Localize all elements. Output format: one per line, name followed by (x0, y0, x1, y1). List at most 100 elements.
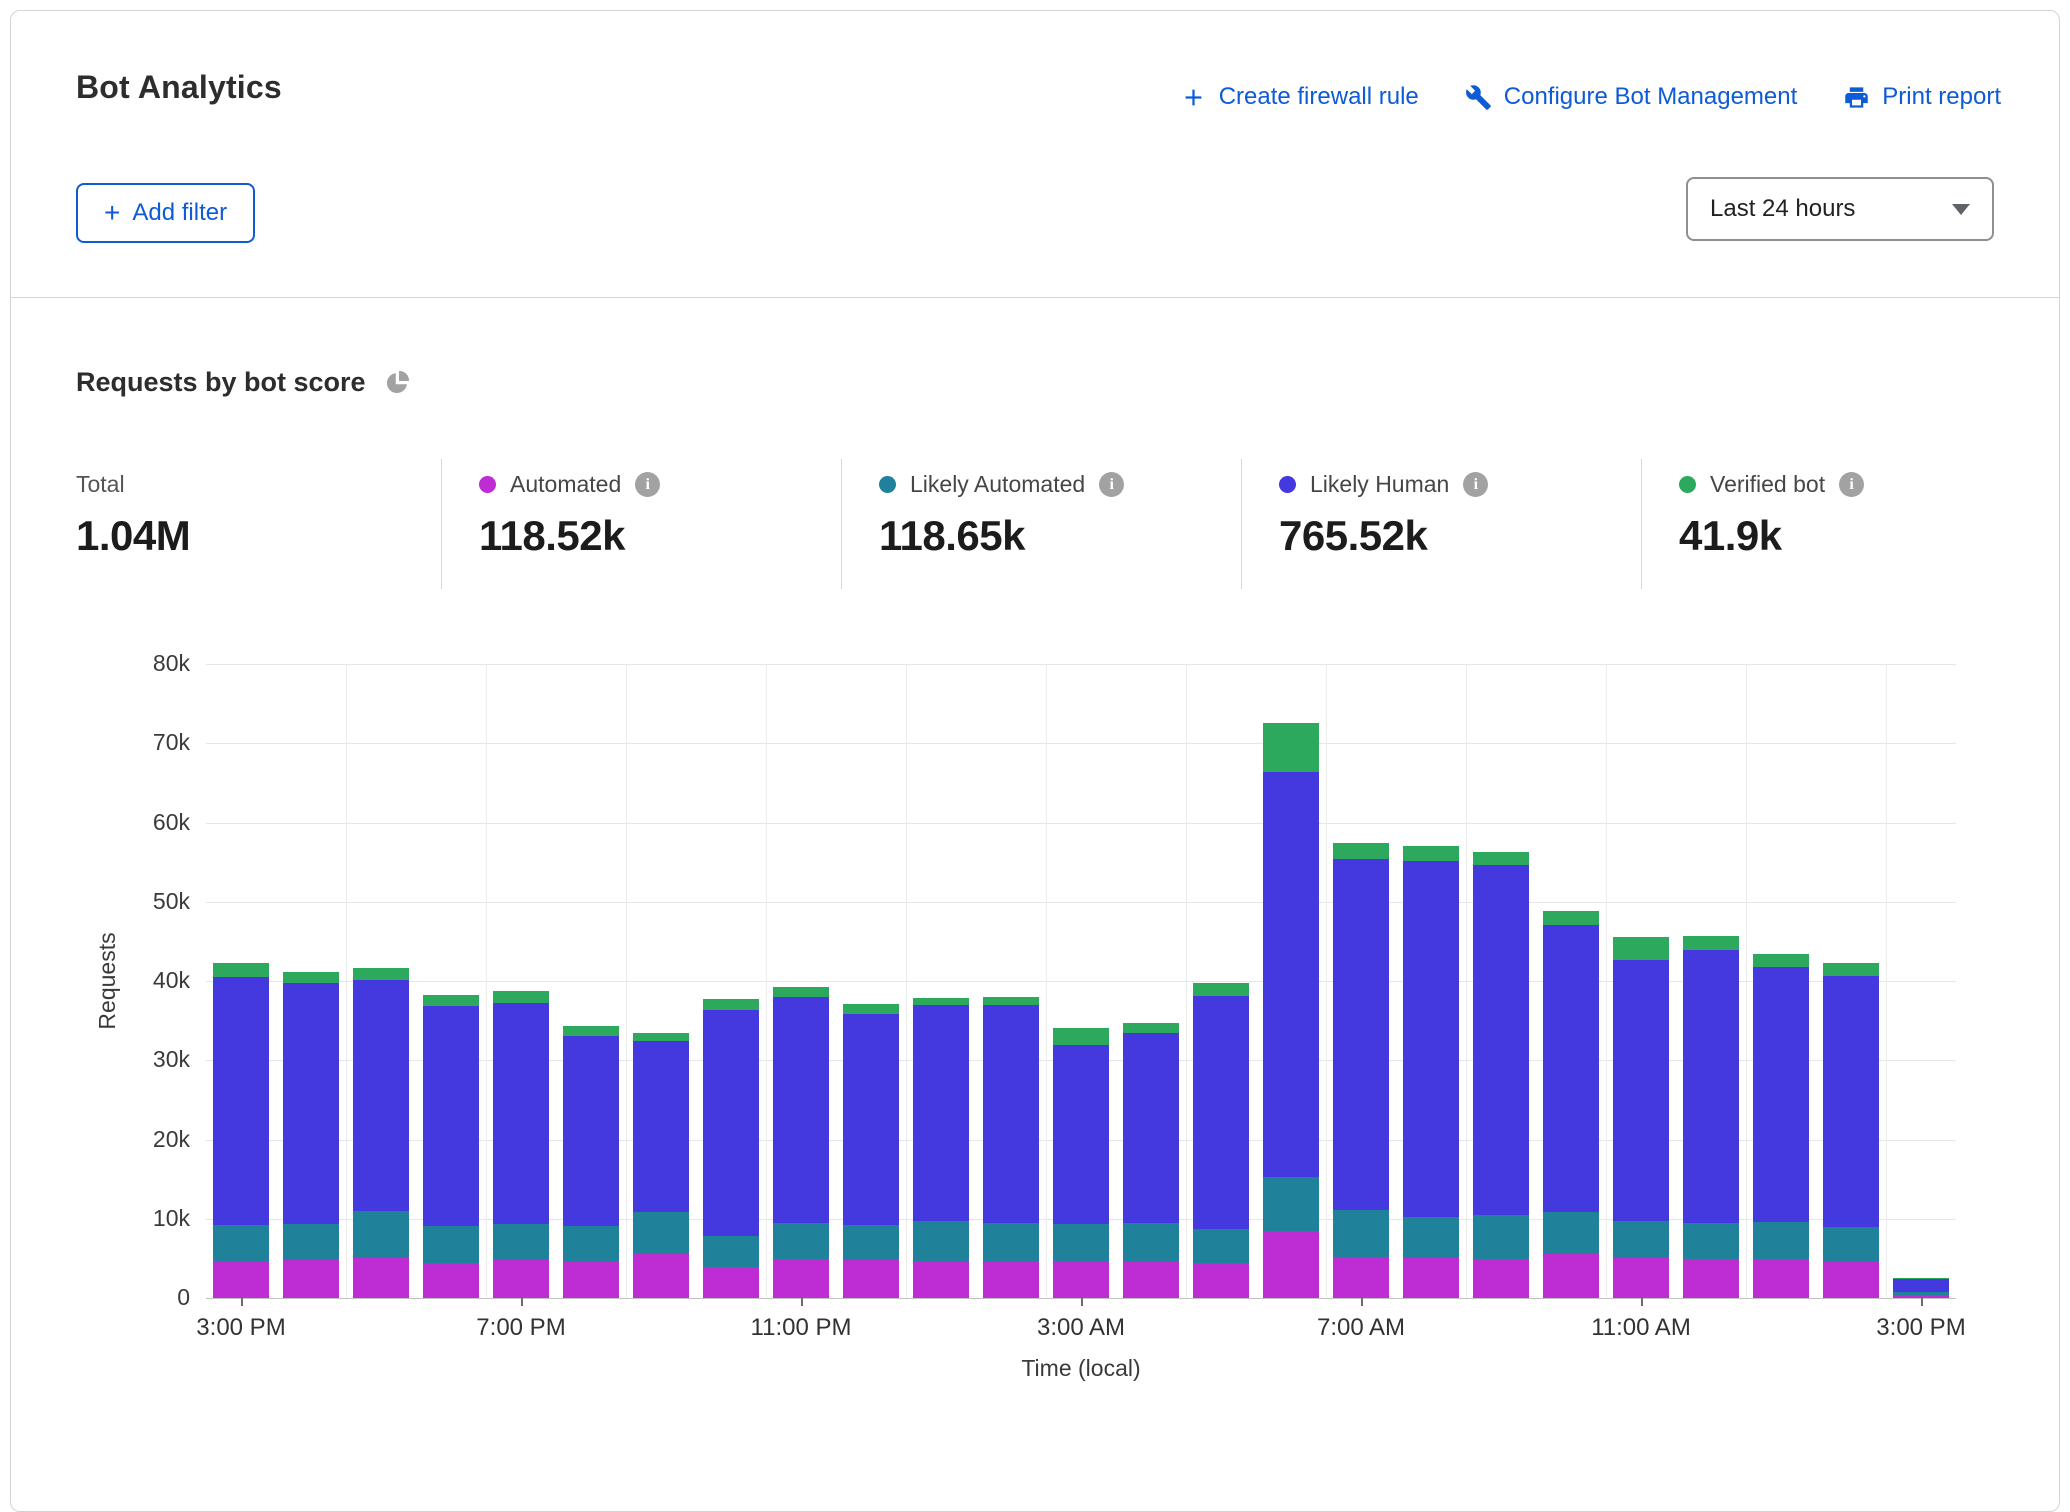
bar-segment-automated (1753, 1259, 1809, 1298)
bar-segment-verified-bot (1403, 846, 1459, 861)
print-report-link[interactable]: Print report (1843, 83, 2001, 111)
stacked-bar-8-00-am[interactable] (1403, 846, 1459, 1299)
bot-analytics-card: Bot Analytics Create firewall rule Confi… (10, 10, 2060, 1512)
bar-segment-likely-human (423, 1006, 479, 1226)
stat-label: Likely Automated (910, 471, 1085, 498)
gridline-vertical (346, 664, 347, 1298)
stacked-bar-7-00-pm[interactable] (493, 991, 549, 1298)
bar-segment-likely-human (1193, 996, 1249, 1229)
stacked-bar-4-00-pm[interactable] (283, 972, 339, 1298)
bar-segment-likely-automated (1193, 1229, 1249, 1263)
gridline-vertical (1606, 664, 1607, 1298)
wrench-icon (1465, 84, 1492, 111)
bar-segment-likely-human (1753, 967, 1809, 1222)
stacked-bar-5-00-am[interactable] (1193, 983, 1249, 1298)
bar-segment-verified-bot (1053, 1028, 1109, 1045)
stacked-bar-3-00-pm[interactable] (1893, 1278, 1949, 1298)
x-tick-mark (1921, 1298, 1923, 1306)
add-filter-button[interactable]: + Add filter (76, 183, 255, 243)
x-tick-mark (1641, 1298, 1643, 1306)
stacked-bar-10-00-am[interactable] (1543, 911, 1599, 1298)
stacked-bar-1-00-pm[interactable] (1753, 954, 1809, 1298)
time-range-value: Last 24 hours (1710, 195, 1855, 223)
bar-segment-verified-bot (1683, 936, 1739, 950)
stacked-bar-1-00-am[interactable] (913, 998, 969, 1298)
gridline-vertical (1326, 664, 1327, 1298)
bar-segment-likely-automated (213, 1225, 269, 1261)
bar-segment-verified-bot (703, 999, 759, 1010)
bar-segment-automated (703, 1267, 759, 1298)
stacked-bar-3-00-pm[interactable] (213, 963, 269, 1298)
stacked-bar-3-00-am[interactable] (1053, 1028, 1109, 1298)
bar-segment-likely-human (1053, 1045, 1109, 1224)
gridline-vertical (1746, 664, 1747, 1298)
action-label: Print report (1882, 83, 2001, 111)
bar-segment-likely-automated (353, 1211, 409, 1258)
bar-segment-verified-bot (1193, 983, 1249, 996)
bar-segment-verified-bot (493, 991, 549, 1003)
stacked-bar-6-00-pm[interactable] (423, 995, 479, 1298)
bar-segment-likely-automated (1613, 1221, 1669, 1258)
stacked-bar-12-00-am[interactable] (843, 1004, 899, 1298)
bar-segment-likely-automated (563, 1226, 619, 1262)
info-icon[interactable]: i (1839, 472, 1864, 497)
stacked-bar-10-00-pm[interactable] (703, 999, 759, 1298)
x-tick-label: 7:00 AM (1317, 1314, 1405, 1342)
configure-bot-management-link[interactable]: Configure Bot Management (1465, 83, 1798, 111)
create-firewall-rule-link[interactable]: Create firewall rule (1180, 83, 1419, 111)
chart-plot: Requests Time (local) 010k20k30k40k50k60… (206, 664, 1956, 1298)
stacked-bar-6-00-am[interactable] (1263, 723, 1319, 1298)
bar-segment-likely-human (843, 1014, 899, 1226)
x-tick-mark (241, 1298, 243, 1306)
header-divider (11, 297, 2059, 298)
x-tick-label: 3:00 PM (196, 1314, 285, 1342)
bar-segment-likely-human (1333, 859, 1389, 1210)
action-label: Configure Bot Management (1504, 83, 1798, 111)
stacked-bar-11-00-am[interactable] (1613, 937, 1669, 1298)
gridline-horizontal (206, 743, 1956, 744)
stat-divider (1641, 459, 1642, 589)
x-tick-label: 7:00 PM (476, 1314, 565, 1342)
info-icon[interactable]: i (1463, 472, 1488, 497)
time-range-select[interactable]: Last 24 hours (1686, 177, 1994, 241)
info-icon[interactable]: i (1099, 472, 1124, 497)
stacked-bar-5-00-pm[interactable] (353, 968, 409, 1298)
stacked-bar-4-00-am[interactable] (1123, 1023, 1179, 1298)
header-actions: Create firewall rule Configure Bot Manag… (1180, 83, 2001, 111)
stacked-bar-2-00-am[interactable] (983, 997, 1039, 1298)
bar-segment-verified-bot (213, 963, 269, 977)
bar-segment-likely-human (1893, 1279, 1949, 1292)
stacked-bar-7-00-am[interactable] (1333, 843, 1389, 1298)
info-icon[interactable]: i (635, 472, 660, 497)
stacked-bar-9-00-am[interactable] (1473, 852, 1529, 1298)
bar-segment-verified-bot (1123, 1023, 1179, 1033)
bar-segment-verified-bot (983, 997, 1039, 1005)
stacked-bar-9-00-pm[interactable] (633, 1033, 689, 1298)
y-tick-label: 30k (153, 1046, 190, 1073)
y-tick-label: 10k (153, 1205, 190, 1232)
bar-segment-verified-bot (773, 987, 829, 997)
gridline-horizontal (206, 664, 1956, 665)
stacked-bar-2-00-pm[interactable] (1823, 963, 1879, 1298)
stacked-bar-12-00-pm[interactable] (1683, 936, 1739, 1298)
bar-segment-likely-automated (1053, 1224, 1109, 1260)
bar-segment-automated (913, 1262, 969, 1298)
bar-segment-likely-automated (983, 1223, 1039, 1263)
bar-segment-likely-human (353, 980, 409, 1211)
stacked-bar-11-00-pm[interactable] (773, 987, 829, 1298)
bar-segment-likely-automated (703, 1236, 759, 1267)
bar-segment-likely-automated (1543, 1212, 1599, 1255)
plus-icon (1180, 84, 1207, 111)
stacked-bar-8-00-pm[interactable] (563, 1026, 619, 1298)
bar-segment-verified-bot (1473, 852, 1529, 865)
bar-segment-automated (423, 1263, 479, 1298)
plus-icon: + (104, 199, 120, 227)
stat-value: 765.52k (1279, 512, 1488, 560)
gridline-vertical (1466, 664, 1467, 1298)
bar-segment-likely-automated (633, 1212, 689, 1254)
bar-segment-verified-bot (1823, 963, 1879, 976)
bar-segment-likely-human (983, 1005, 1039, 1223)
bar-segment-likely-automated (1473, 1215, 1529, 1259)
stat-value: 118.52k (479, 512, 660, 560)
bar-segment-likely-human (563, 1036, 619, 1225)
